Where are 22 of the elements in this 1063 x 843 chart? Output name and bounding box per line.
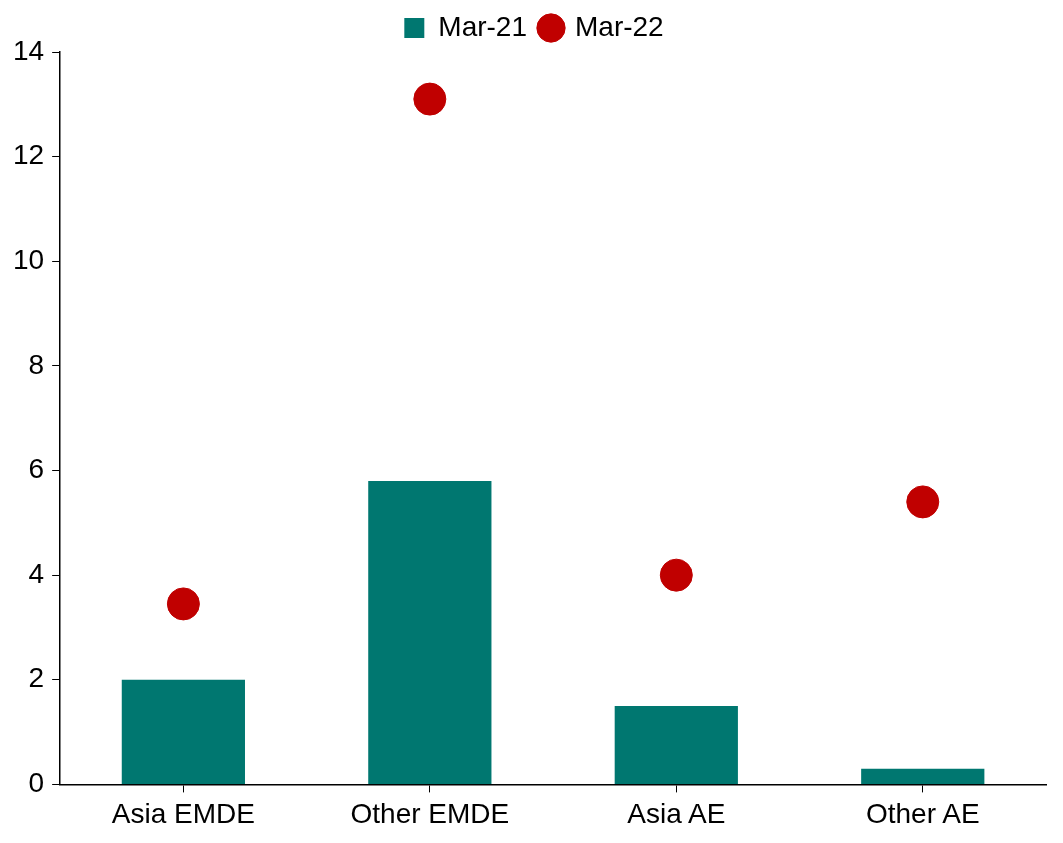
y-tick-label: 0 xyxy=(28,767,45,799)
x-tick-label: Other AE xyxy=(865,797,980,829)
y-tick-label: 8 xyxy=(28,348,45,380)
point xyxy=(166,587,200,621)
point xyxy=(906,485,940,519)
x-tick-label: Other EMDE xyxy=(350,797,510,829)
legend-label: Mar-22 xyxy=(575,10,664,42)
x-tick-label: Asia AE xyxy=(627,797,726,829)
y-tick-label: 10 xyxy=(12,243,45,275)
y-tick-label: 6 xyxy=(28,453,45,485)
y-tick-label: 4 xyxy=(28,557,45,589)
bar xyxy=(861,768,985,784)
bar xyxy=(121,679,245,784)
point xyxy=(413,82,447,116)
y-tick-label: 14 xyxy=(12,34,45,66)
y-tick-label: 12 xyxy=(12,139,45,171)
y-tick-label: 2 xyxy=(28,662,45,694)
bar xyxy=(368,480,492,784)
legend-label: Mar-21 xyxy=(438,10,528,42)
bar xyxy=(614,705,738,784)
x-tick-label: Asia EMDE xyxy=(111,797,255,829)
point xyxy=(659,558,693,592)
